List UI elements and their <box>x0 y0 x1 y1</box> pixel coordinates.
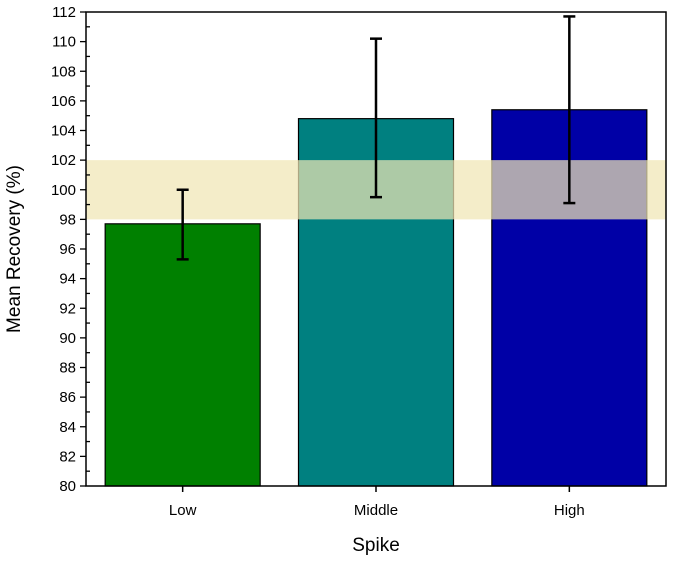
y-tick-label: 100 <box>51 182 76 199</box>
y-tick-label: 112 <box>52 4 76 21</box>
y-tick-label: 92 <box>59 300 76 317</box>
y-tick-label: 94 <box>59 271 76 288</box>
y-tick-label: 86 <box>59 389 76 406</box>
y-tick-label: 88 <box>59 360 76 377</box>
y-tick-label: 110 <box>52 34 76 51</box>
y-tick-label: 108 <box>51 63 76 80</box>
y-tick-label: 80 <box>59 478 76 495</box>
y-tick-label: 98 <box>59 211 76 228</box>
y-tick-label: 96 <box>59 241 76 258</box>
x-axis-label: Spike <box>352 535 400 556</box>
x-tick-label: Middle <box>354 502 398 519</box>
y-tick-label: 102 <box>51 152 76 169</box>
y-axis-label: Mean Recovery (%) <box>4 165 25 333</box>
x-tick-label: Low <box>169 502 197 519</box>
y-tick-label: 84 <box>59 419 76 436</box>
y-tick-label: 82 <box>59 448 76 465</box>
error-bar-low <box>176 188 189 261</box>
y-tick-label: 106 <box>51 93 76 110</box>
bar-low <box>104 223 261 487</box>
y-tick-label: 104 <box>51 123 76 140</box>
x-tick-label: High <box>554 502 585 519</box>
y-tick-label: 90 <box>59 330 76 347</box>
error-bar-high <box>563 15 576 205</box>
error-bar-middle <box>370 37 382 199</box>
